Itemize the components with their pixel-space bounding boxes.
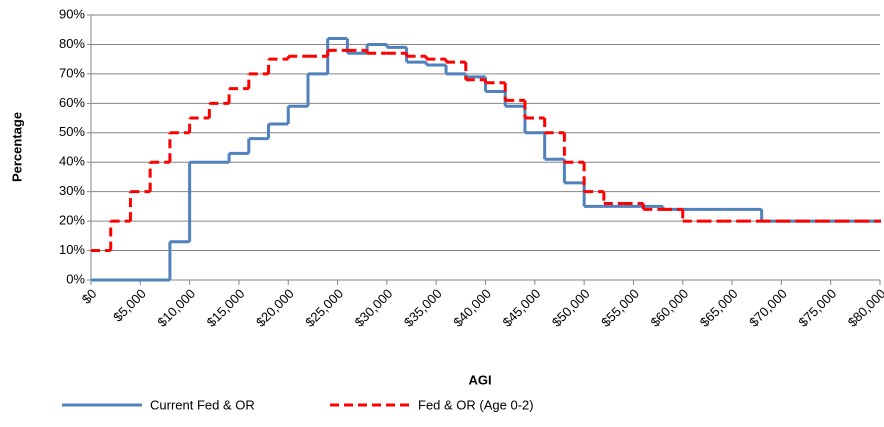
y-axis-title: Percentage [9,112,24,182]
y-tick-label: 40% [59,154,85,169]
y-tick-label: 90% [59,6,85,21]
y-tick-label: 70% [59,65,85,80]
x-tick-label: $80,000 [845,286,884,330]
x-tick-label: $35,000 [401,286,445,330]
x-tick-label: $5,000 [110,286,149,325]
x-tick-label: $60,000 [647,286,691,330]
x-tick-label: $30,000 [352,286,396,330]
y-tick-label: 20% [59,213,85,228]
y-tick-label: 0% [66,271,85,286]
x-tick-label: $75,000 [795,286,839,330]
x-tick-label: $15,000 [204,286,248,330]
x-tick-label: $45,000 [500,286,544,330]
x-tick-label: $50,000 [549,286,593,330]
y-tick-label: 60% [59,95,85,110]
x-tick-label: $20,000 [253,286,297,330]
legend-label: Fed & OR (Age 0-2) [418,397,534,412]
x-tick-label: $70,000 [746,286,790,330]
y-tick-label: 30% [59,183,85,198]
x-tick-label: $55,000 [598,286,642,330]
x-tick-label: $10,000 [154,286,198,330]
x-axis-title: AGI [468,372,491,387]
y-tick-label: 50% [59,124,85,139]
y-tick-label: 80% [59,36,85,51]
x-tick-label: $40,000 [450,286,494,330]
x-tick-label: $65,000 [697,286,741,330]
legend-label: Current Fed & OR [150,397,255,412]
x-tick-label: $0 [79,286,100,307]
y-tick-label: 10% [59,242,85,257]
x-tick-label: $25,000 [302,286,346,330]
